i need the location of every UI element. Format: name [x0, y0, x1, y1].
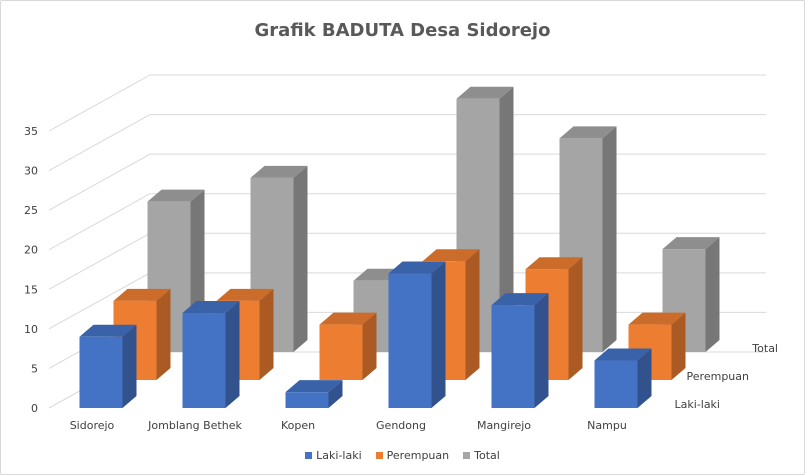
- xtick-label-mangirejo: Mangirejo: [477, 419, 531, 432]
- bar-perempuan-gendong-side: [465, 249, 480, 380]
- legend-label-laki-laki: Laki-laki: [316, 449, 362, 462]
- bar-total-jomblang-bethek-top: [250, 165, 308, 178]
- bar-laki-laki-mangirejo: [491, 305, 535, 408]
- bar-laki-laki-nampu-side: [637, 348, 652, 408]
- bar-total-gendong-side: [499, 86, 514, 352]
- bar-total-jomblang-bethek-side: [293, 165, 308, 352]
- ytick-label-5: 25: [24, 204, 38, 217]
- bar-laki-laki-sidorejo-top: [79, 324, 137, 337]
- ytick-label-6: 30: [24, 165, 38, 178]
- gridline-side-3: [48, 232, 151, 290]
- ytick-label-0: 0: [31, 402, 38, 415]
- bar-perempuan-kopen-top: [319, 312, 377, 325]
- bar-laki-laki-nampu-top: [594, 348, 652, 361]
- gridline-side-2: [48, 272, 151, 330]
- bar-perempuan-kopen-side: [362, 312, 377, 380]
- bar-perempuan-mangirejo-top: [525, 257, 583, 270]
- ytick-label-4: 20: [24, 244, 38, 257]
- chart-legend: Laki-laki Perempuan Total: [0, 449, 805, 462]
- bar-laki-laki-kopen-top: [285, 380, 343, 393]
- bar-perempuan-mangirejo-side: [568, 257, 583, 380]
- legend-item-total: Total: [463, 449, 500, 462]
- bar-laki-laki-jomblang-bethek-side: [225, 301, 240, 408]
- gridline-side-6: [48, 114, 151, 172]
- bar-total-mangirejo-top: [559, 126, 617, 139]
- bar-perempuan-jomblang-bethek-side: [259, 288, 274, 380]
- bar-laki-laki-sidorejo-side: [122, 324, 137, 408]
- bar-laki-laki-sidorejo: [79, 336, 123, 408]
- legend-swatch-perempuan: [375, 452, 383, 459]
- xtick-label-kopen: Kopen: [281, 419, 315, 432]
- ytick-label-7: 35: [24, 125, 38, 138]
- gridline-side-7: [48, 74, 151, 132]
- bar-perempuan-sidorejo-top: [113, 288, 171, 301]
- xtick-label-gendong: Gendong: [376, 419, 426, 432]
- bar-total-mangirejo-side: [602, 126, 617, 352]
- legend-item-perempuan: Perempuan: [375, 449, 450, 462]
- legend-label-total: Total: [474, 449, 500, 462]
- ytick-label-3: 15: [24, 283, 38, 296]
- bar-laki-laki-jomblang-bethek: [182, 313, 226, 408]
- bar-laki-laki-kopen-side: [328, 380, 343, 408]
- bar-laki-laki-nampu: [594, 360, 638, 408]
- ytick-label-1: 5: [31, 362, 38, 375]
- bar-total-nampu-top: [662, 237, 720, 250]
- legend-swatch-total: [463, 452, 471, 459]
- bar-perempuan-sidorejo-side: [156, 288, 171, 380]
- legend-label-perempuan: Perempuan: [386, 449, 450, 462]
- xtick-label-jomblang-bethek: Jomblang Bethek: [147, 419, 242, 432]
- bar-perempuan-nampu-side: [671, 312, 686, 380]
- ytick-label-2: 10: [24, 323, 38, 336]
- bar-total-gendong-top: [456, 86, 514, 99]
- bar-laki-laki-gendong: [388, 273, 432, 408]
- bar-laki-laki-mangirejo-top: [491, 293, 549, 306]
- gridline-side-5: [48, 153, 151, 211]
- bar-laki-laki-kopen: [285, 392, 329, 408]
- chart-title: Grafik BADUTA Desa Sidorejo: [254, 20, 551, 41]
- depth-label-laki-laki: Laki-laki: [675, 398, 721, 411]
- bar-total-nampu-side: [705, 237, 720, 352]
- bar-laki-laki-jomblang-bethek-top: [182, 301, 240, 314]
- bar-perempuan-gendong-top: [422, 249, 480, 262]
- depth-label-total: Total: [751, 342, 778, 355]
- legend-item-laki-laki: Laki-laki: [305, 449, 362, 462]
- gridline-side-4: [48, 193, 151, 251]
- bar-perempuan-kopen: [319, 324, 363, 380]
- xtick-label-nampu: Nampu: [587, 419, 627, 432]
- bar-total-sidorejo-top: [147, 189, 205, 202]
- bar-laki-laki-gendong-top: [388, 261, 446, 274]
- depth-label-perempuan: Perempuan: [687, 370, 749, 383]
- xtick-label-sidorejo: Sidorejo: [70, 419, 115, 432]
- bar-laki-laki-mangirejo-side: [534, 293, 549, 408]
- bar-perempuan-nampu-top: [628, 312, 686, 325]
- bar-perempuan-jomblang-bethek-top: [216, 288, 274, 301]
- bar-laki-laki-gendong-side: [431, 261, 446, 408]
- legend-swatch-laki-laki: [305, 452, 313, 459]
